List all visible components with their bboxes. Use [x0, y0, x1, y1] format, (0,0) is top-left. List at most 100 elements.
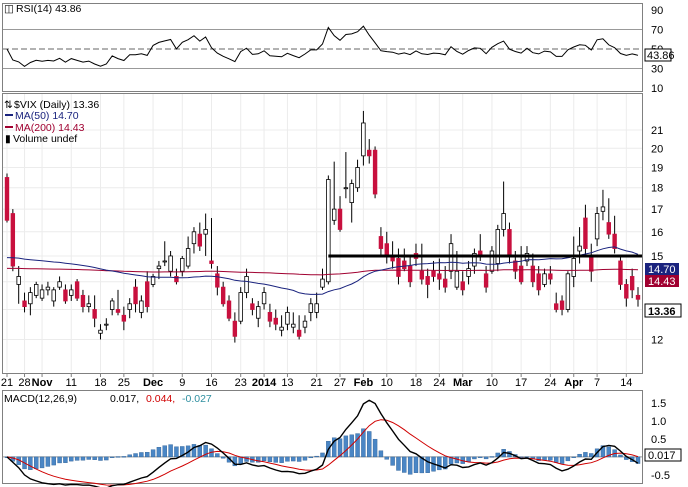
macd-hist-bar	[337, 438, 343, 458]
date-tick-label: 21	[1, 377, 13, 389]
candle-body	[437, 273, 442, 280]
macd-hist-bar	[150, 449, 156, 458]
macd-hist-bar	[308, 456, 314, 459]
candle-body	[472, 253, 477, 267]
candle-body	[565, 273, 571, 310]
candle-body	[606, 222, 611, 235]
candle-body	[460, 281, 465, 291]
macd-hist-bar	[220, 456, 226, 459]
macd-hist-bar	[104, 456, 109, 461]
candle-body	[168, 255, 173, 272]
price-tick-label: 15	[651, 251, 663, 263]
candle-body	[69, 289, 74, 296]
candle-body	[367, 149, 372, 157]
candle-body	[612, 233, 617, 249]
candle-body	[355, 167, 360, 189]
candle-body	[150, 276, 156, 285]
ma50-line	[6, 246, 639, 295]
candle-body	[378, 236, 384, 249]
macd-hist-bar	[361, 428, 366, 458]
macd-hist-bar	[98, 456, 103, 461]
candle-body	[4, 177, 10, 221]
date-tick-label: 28	[18, 377, 30, 389]
macd-hist-bar	[442, 456, 448, 470]
macd-hist-bar	[302, 456, 308, 461]
rsi-tick-label: 70	[651, 25, 663, 37]
candle-body	[39, 289, 45, 299]
macd-panel: 1.51.00.50.0-0.5 MACD(12,26,9) 0.017, 0.…	[2, 390, 682, 487]
macd-hist-bar	[483, 456, 489, 460]
candle-body	[314, 303, 319, 313]
macd-hist-bar	[542, 456, 547, 461]
rsi-legend: RSI(14) 43.86	[16, 3, 82, 15]
date-tick-label: 7	[594, 377, 600, 389]
date-tick-label: 18	[94, 377, 106, 389]
macd-legend-macd: 0.017,	[110, 393, 139, 405]
date-tick-label: 27	[334, 377, 346, 389]
candle-body	[244, 276, 249, 294]
candle-body	[174, 276, 179, 283]
date-tick-label: Apr	[564, 377, 584, 389]
candle-body	[518, 265, 524, 283]
candle-body	[156, 265, 162, 270]
date-tick-label: 18	[410, 377, 422, 389]
candle-body	[320, 278, 325, 288]
macd-current-box	[644, 448, 682, 462]
rsi-legend-icon: ◫	[4, 3, 14, 15]
macd-hist-bar	[291, 456, 296, 462]
candle-body	[372, 149, 378, 195]
candle-body	[589, 255, 594, 272]
candle-body	[185, 248, 191, 267]
macd-hist-bar	[554, 456, 559, 463]
macd-hist-bar	[419, 456, 425, 474]
candle-body	[507, 229, 512, 257]
candle-body	[98, 329, 103, 334]
price-tick-label: 12	[651, 334, 663, 346]
macd-hist-bar	[472, 456, 477, 460]
macd-hist-bar	[489, 456, 495, 458]
date-axis: 21 28 Nov 11 18 25 Dec 9 16 23 2014 13 21 27 Feb 10 18 24…	[1, 373, 632, 389]
macd-hist-bar	[86, 456, 91, 460]
macd-hist-bar	[320, 452, 325, 458]
macd-hist-bar	[133, 453, 138, 458]
rsi-tick-label: 90	[651, 5, 663, 17]
macd-hist-bar	[583, 452, 588, 458]
candle-body	[109, 300, 115, 310]
candle-body	[226, 300, 232, 319]
date-tick-label: 2014	[252, 377, 277, 389]
date-tick-label: 25	[118, 377, 130, 389]
macd-hist-bar	[378, 450, 384, 458]
macd-hist-bar	[349, 434, 354, 458]
macd-hist-bar	[168, 444, 173, 458]
macd-hist-bar	[466, 456, 471, 462]
macd-hist-bar	[372, 438, 378, 458]
candle-body	[349, 183, 354, 203]
date-tick-label: 17	[515, 377, 527, 389]
candle-body	[361, 122, 366, 157]
price-legend-title: $VIX (Daily) 13.36	[14, 99, 99, 111]
candle-body	[121, 314, 127, 322]
candle-body	[419, 270, 425, 280]
price-tick-label: 16	[651, 227, 663, 239]
macd-hist-bar	[571, 456, 576, 458]
date-tick-label: Nov	[32, 377, 54, 389]
macd-hist-bar	[197, 445, 203, 458]
candle-body	[215, 273, 220, 288]
candle-body	[618, 260, 623, 285]
macd-hist-bar	[139, 452, 144, 458]
candle-body	[624, 284, 629, 299]
macd-hist-bar	[273, 456, 278, 463]
macd-hist-bar	[396, 456, 401, 471]
macd-hist-bar	[63, 456, 68, 463]
macd-hist-bar	[156, 447, 162, 458]
candle-body	[425, 276, 430, 285]
macd-tick-label: 1.5	[651, 398, 666, 410]
price-panel: 21201918171615141312 ⇅ $VIX (Daily) 13.3…	[2, 93, 682, 374]
macd-hist-bar	[174, 446, 179, 458]
ma200-value: 14.43	[648, 276, 676, 288]
candle-body	[279, 326, 284, 331]
macd-hist-bar	[191, 444, 197, 458]
candle-body	[448, 243, 454, 272]
candle-body	[203, 229, 208, 235]
